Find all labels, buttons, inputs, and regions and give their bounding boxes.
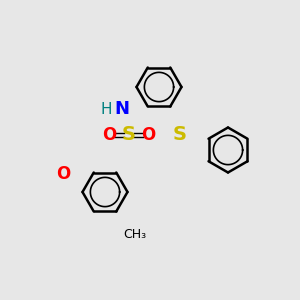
Text: S: S	[122, 125, 136, 145]
Text: O: O	[56, 165, 70, 183]
Text: O: O	[102, 126, 117, 144]
Text: S: S	[173, 125, 187, 145]
Text: CH₃: CH₃	[123, 227, 147, 241]
Text: O: O	[141, 126, 156, 144]
Text: H: H	[101, 102, 112, 117]
Text: N: N	[114, 100, 129, 118]
